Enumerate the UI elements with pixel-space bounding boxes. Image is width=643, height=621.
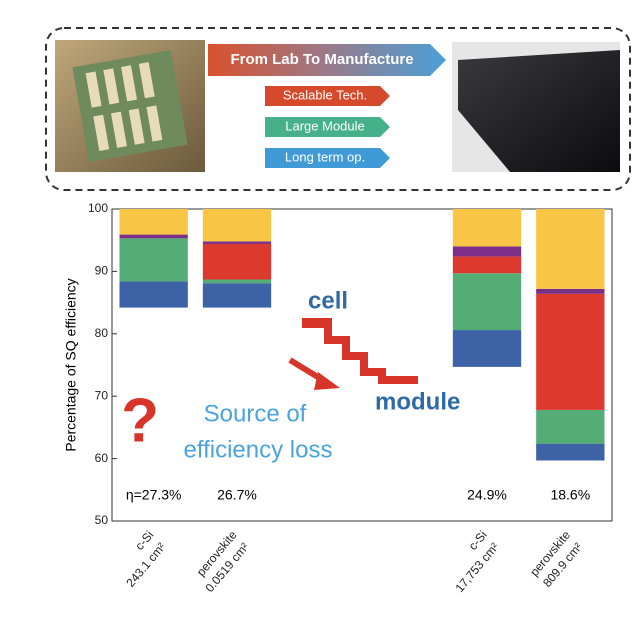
step-text: Large Module — [285, 118, 365, 133]
efficiency-label: η=27.3% — [126, 487, 182, 503]
step-arrow — [265, 86, 390, 106]
bar-segment — [452, 209, 522, 247]
bar-segment — [452, 273, 522, 331]
bar-segment — [202, 279, 272, 284]
bar-segment — [536, 443, 605, 461]
bar-segment — [536, 209, 605, 289]
bar-segment — [119, 234, 188, 239]
bar-segment — [452, 330, 522, 367]
annotation: cell — [308, 287, 348, 314]
efficiency-label: 26.7% — [217, 487, 257, 503]
step-arrow — [265, 117, 390, 137]
annotation: Source of — [204, 400, 307, 427]
bar-segment — [202, 243, 272, 280]
y-axis-label: Percentage of SQ efficiency — [63, 278, 79, 451]
y-tick-label: 80 — [95, 326, 109, 340]
annotation: module — [375, 388, 460, 415]
bar-segment — [119, 238, 188, 282]
annotation: efficiency loss — [184, 436, 333, 463]
staircase — [302, 318, 418, 384]
bar-segment — [119, 281, 188, 308]
bar-segment — [202, 241, 272, 244]
bar-segment — [536, 409, 605, 444]
banner-arrow — [208, 44, 446, 76]
bar-segment — [202, 209, 272, 242]
bar-segment — [536, 288, 605, 294]
bar-segment — [536, 293, 605, 410]
bar-segment — [119, 209, 188, 235]
step-text: Scalable Tech. — [283, 87, 367, 102]
efficiency-label: 18.6% — [550, 487, 590, 503]
y-tick-label: 100 — [88, 201, 108, 215]
y-tick-label: 70 — [95, 388, 109, 402]
step-text: Long term op. — [285, 149, 365, 164]
y-tick-label: 50 — [95, 513, 109, 527]
y-tick-label: 90 — [95, 264, 109, 278]
step-arrow — [265, 148, 390, 168]
y-tick-label: 60 — [95, 451, 109, 465]
dashed-box — [45, 27, 631, 191]
bar-segment — [452, 246, 522, 257]
bar-segment — [202, 283, 272, 308]
banner-text: From Lab To Manufacture — [230, 51, 413, 68]
efficiency-label: 24.9% — [467, 487, 507, 503]
question-mark: ? — [121, 386, 159, 455]
module-panel — [458, 50, 620, 172]
loss-arrowhead — [314, 372, 340, 390]
bar-segment — [452, 256, 522, 274]
cell-electrodes — [85, 62, 163, 152]
